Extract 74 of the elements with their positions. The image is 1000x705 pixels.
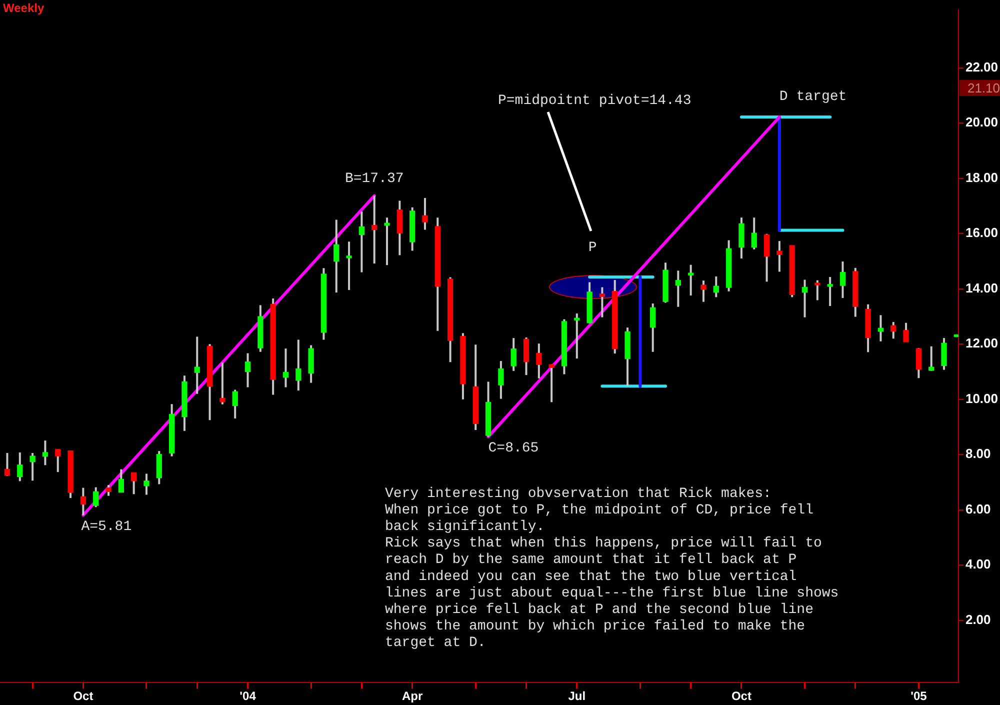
candlestick [536, 342, 542, 380]
annotation: P [588, 240, 597, 256]
x-tick-label: Oct [731, 689, 752, 704]
candlestick [941, 337, 947, 371]
annotation: P=midpoitnt pivot=14.43 [498, 93, 692, 109]
candlestick [396, 200, 402, 256]
y-tick-label: 16.00 [965, 225, 998, 240]
candlestick [650, 302, 656, 353]
candlestick [358, 210, 365, 274]
candlestick [55, 448, 61, 474]
y-tick-label: 12.00 [965, 336, 998, 351]
x-tick-label: Apr [402, 689, 423, 704]
candlestick [17, 451, 23, 482]
candlestick [346, 240, 352, 291]
candlestick [498, 360, 504, 400]
candlestick [42, 440, 48, 466]
y-tick-label: 14.00 [965, 280, 998, 296]
candlestick [296, 338, 302, 392]
candlestick [194, 336, 200, 395]
candlestick [220, 362, 226, 406]
candlestick [106, 484, 112, 497]
text: Very interesting obvservation that Rick makes: When price got to P, the midpoint of CD, price fell back significantly. Rick says that when this happens, price will fail to reach D by the same amount that it fell back at P and indeed you can see that the two blue vertical lines are just about equal---the first blue line shows where price fell back at P and the second blue line shows the amount by which price failed to make the target at D. [385, 486, 839, 651]
x-tick-label: '05 [910, 689, 928, 704]
candlestick [548, 363, 554, 404]
candlestick [4, 452, 10, 477]
candlestick [840, 260, 846, 299]
y-tick-label: 18.00 [965, 170, 998, 185]
annotation: C=8.65 [488, 440, 539, 457]
candlestick [93, 486, 99, 508]
candlestick [928, 345, 934, 372]
candlestick [334, 218, 340, 294]
y-tick-label: 6.00 [965, 501, 991, 516]
candlestick [713, 275, 719, 298]
candlestick [764, 232, 770, 283]
candlestick [510, 337, 516, 372]
candlestick [814, 279, 820, 302]
candlestick [118, 468, 124, 494]
candlestick [890, 321, 896, 340]
y-tick-label: 4.00 [965, 556, 991, 572]
y-tick-label: 2.00 [965, 612, 991, 628]
y-tick-label: 10.00 [965, 390, 998, 406]
candlestick [751, 216, 757, 250]
candlestick [244, 352, 251, 388]
candlestick [144, 472, 150, 496]
y-tick-label: 22.00 [965, 59, 998, 74]
text: 21.10 [967, 80, 1000, 96]
x-tick-label: Jul [568, 689, 586, 704]
candlestick [776, 240, 782, 273]
chart-title: Weekly [3, 1, 44, 15]
annotation: D target [779, 89, 847, 106]
candlestick [30, 452, 36, 482]
candlestick [903, 322, 909, 343]
candlestick [372, 194, 378, 264]
annotation: B=17.37 [344, 170, 404, 187]
candlestick [675, 270, 681, 308]
x-tick-label: '04 [240, 689, 256, 704]
candlestick [422, 196, 428, 231]
candlestick [574, 312, 580, 360]
y-tick-label: 8.00 [965, 446, 991, 462]
y-tick-label: 20.00 [965, 114, 998, 130]
candlestick [802, 278, 808, 318]
candlestick [827, 276, 833, 307]
candlestick [700, 280, 706, 303]
x-tick-label: Oct [73, 689, 94, 704]
candlestick [599, 286, 606, 318]
candlestick [282, 348, 289, 388]
candlestick [384, 216, 390, 266]
candlestick [232, 388, 238, 420]
candlestick [916, 346, 922, 380]
candlestick [130, 472, 137, 496]
annotation: A=5.81 [81, 519, 132, 536]
candlestick [80, 486, 86, 516]
candlestick [688, 264, 694, 296]
candlestick [523, 336, 530, 376]
